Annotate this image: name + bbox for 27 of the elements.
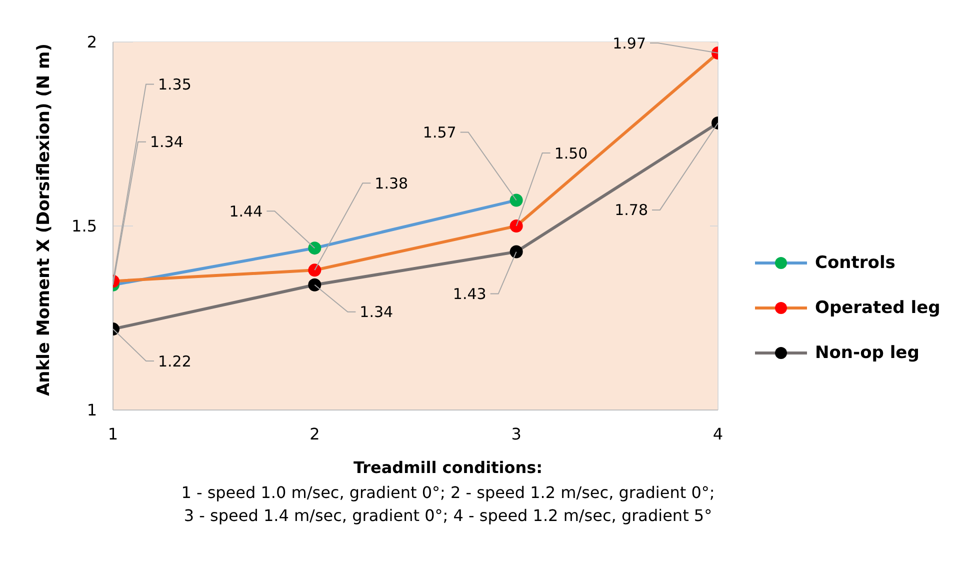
legend-label: Controls bbox=[815, 252, 896, 272]
text: 1 - speed 1.0 m/sec, gradient 0°; 2 - speed 1.2 m/sec, gradient 0°; bbox=[180, 483, 716, 502]
data-label: 1.38 bbox=[374, 174, 408, 192]
data-label: 1.78 bbox=[614, 201, 648, 220]
y-tick-label: 1.5 bbox=[72, 216, 97, 236]
data-label: 1.57 bbox=[422, 123, 456, 142]
data-label: 1.34 bbox=[360, 303, 394, 322]
data-label: 1.97 bbox=[612, 34, 646, 52]
data-label: 1.43 bbox=[452, 285, 486, 304]
data-label: 1.34 bbox=[150, 133, 184, 152]
data-label: 1.50 bbox=[554, 144, 588, 162]
data-label: 1.22 bbox=[158, 352, 192, 370]
x-axis-title: Treadmill conditions: bbox=[352, 458, 544, 477]
y-axis-title: Ankle Moment X (Dorsiflexion) (N m) bbox=[34, 43, 54, 396]
x-tick-label: 1 bbox=[108, 424, 118, 444]
point bbox=[510, 194, 523, 207]
x-tick-label: 2 bbox=[310, 424, 320, 444]
text: 3 - speed 1.4 m/sec, gradient 0°; 4 - speed 1.2 m/sec, gradient 5° bbox=[182, 506, 714, 525]
legend-label: Operated leg bbox=[815, 298, 940, 318]
data-label: 1.35 bbox=[158, 75, 192, 94]
x-tick-label: 4 bbox=[712, 424, 724, 444]
y-tick-label: 1 bbox=[86, 400, 97, 420]
x-tick-label: 3 bbox=[511, 424, 522, 444]
y-tick-label: 2 bbox=[86, 32, 97, 52]
point bbox=[308, 242, 322, 255]
data-label: 1.44 bbox=[229, 202, 263, 220]
legend-label: Non-op leg bbox=[815, 342, 920, 362]
